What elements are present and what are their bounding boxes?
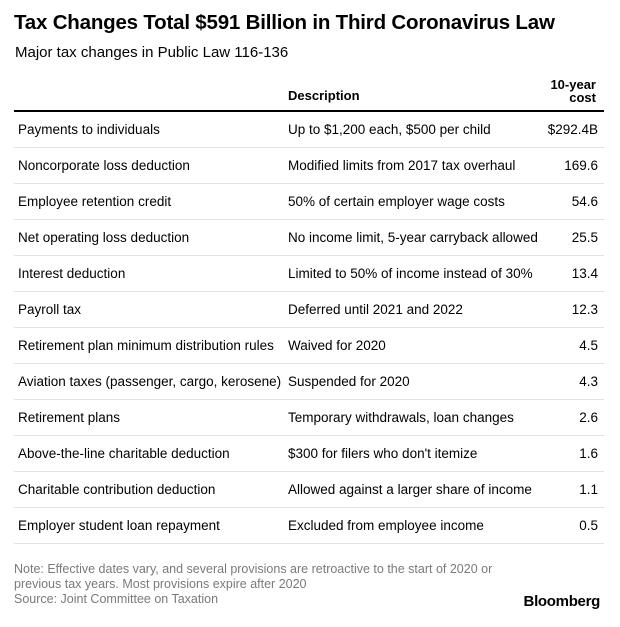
- provision-description: Temporary withdrawals, loan changes: [288, 410, 514, 425]
- column-header-cost-line2: cost: [569, 90, 596, 105]
- provision-description: Suspended for 2020: [288, 374, 410, 389]
- provision-cost: 0.5: [579, 518, 598, 533]
- provision-cost: 4.3: [579, 374, 598, 389]
- table-row: Employee retention credit 50% of certain …: [14, 184, 604, 220]
- provision-name: Noncorporate loss deduction: [18, 158, 190, 173]
- table-row: Payroll tax Deferred until 2021 and 2022 1…: [14, 292, 604, 328]
- provision-description: No income limit, 5-year carryback allowe…: [288, 230, 538, 245]
- provision-name: Interest deduction: [18, 266, 126, 281]
- table-row: Net operating loss deduction No income li…: [14, 220, 604, 256]
- source-line: Source: Joint Committee on Taxation: [14, 592, 219, 606]
- note-line-1: Note: Effective dates vary, and several …: [14, 562, 493, 576]
- provision-description: Deferred until 2021 and 2022: [288, 302, 463, 317]
- provision-name: Employer student loan repayment: [18, 518, 220, 533]
- provision-name: Aviation taxes (passenger, cargo, kerose…: [18, 374, 282, 389]
- table-body: Payments to individuals Up to $1,200 each…: [14, 112, 604, 544]
- provision-cost: 12.3: [571, 302, 598, 317]
- provision-name: Above-the-line charitable deduction: [18, 446, 230, 461]
- table-row: Interest deduction Limited to 50% of inco…: [14, 256, 604, 292]
- provision-description: Excluded from employee income: [288, 518, 484, 533]
- bloomberg-logo: Bloomberg: [523, 593, 601, 610]
- provision-cost: 169.6: [564, 158, 598, 173]
- tax-changes-table: Description 10-year cost Payments to ind…: [14, 70, 604, 544]
- provision-name: Employee retention credit: [18, 194, 172, 209]
- provision-description: Up to $1,200 each, $500 per child: [288, 122, 491, 137]
- provision-name: Net operating loss deduction: [18, 230, 190, 245]
- provision-description: Limited to 50% of income instead of 30%: [288, 266, 533, 281]
- provision-description: Modified limits from 2017 tax overhaul: [288, 158, 516, 173]
- column-header-cost-line1: 10-year: [550, 77, 596, 92]
- provision-cost: 1.6: [579, 446, 598, 461]
- table-row: Noncorporate loss deduction Modified limi…: [14, 148, 604, 184]
- note-line-2: previous tax years. Most provisions expi…: [14, 577, 307, 591]
- chart-subtitle: Major tax changes in Public Law 116-136: [15, 44, 289, 61]
- table-row: Payments to individuals Up to $1,200 each…: [14, 112, 604, 148]
- provision-cost: 2.6: [579, 410, 598, 425]
- provision-name: Retirement plan minimum distribution rul…: [18, 338, 274, 353]
- provision-name: Payroll tax: [18, 302, 82, 317]
- footnote: Note: Effective dates vary, and several …: [14, 562, 492, 607]
- provision-cost: $292.4B: [547, 122, 598, 137]
- table-row: Aviation taxes (passenger, cargo, kerose…: [14, 364, 604, 400]
- table-row: Retirement plans Temporary withdrawals, l…: [14, 400, 604, 436]
- column-header-description: Description: [288, 88, 360, 103]
- provision-cost: 1.1: [579, 482, 598, 497]
- column-header-cost: 10-year cost: [526, 78, 596, 104]
- table-row: Charitable contribution deduction Allowed…: [14, 472, 604, 508]
- provision-cost: 13.4: [571, 266, 598, 281]
- provision-description: Waived for 2020: [288, 338, 386, 353]
- table-row: Retirement plan minimum distribution rul…: [14, 328, 604, 364]
- provision-name: Retirement plans: [18, 410, 121, 425]
- provision-description: 50% of certain employer wage costs: [288, 194, 505, 209]
- provision-description: $300 for filers who don't itemize: [288, 446, 478, 461]
- provision-cost: 4.5: [579, 338, 598, 353]
- provision-name: Charitable contribution deduction: [18, 482, 216, 497]
- table-header: Description 10-year cost: [14, 70, 604, 112]
- provision-cost: 25.5: [571, 230, 598, 245]
- chart-title: Tax Changes Total $591 Billion in Third …: [14, 11, 555, 34]
- table-row: Above-the-line charitable deduction $300 …: [14, 436, 604, 472]
- table-row: Employer student loan repayment Excluded …: [14, 508, 604, 544]
- provision-description: Allowed against a larger share of income: [288, 482, 532, 497]
- provision-name: Payments to individuals: [18, 122, 160, 137]
- provision-cost: 54.6: [571, 194, 598, 209]
